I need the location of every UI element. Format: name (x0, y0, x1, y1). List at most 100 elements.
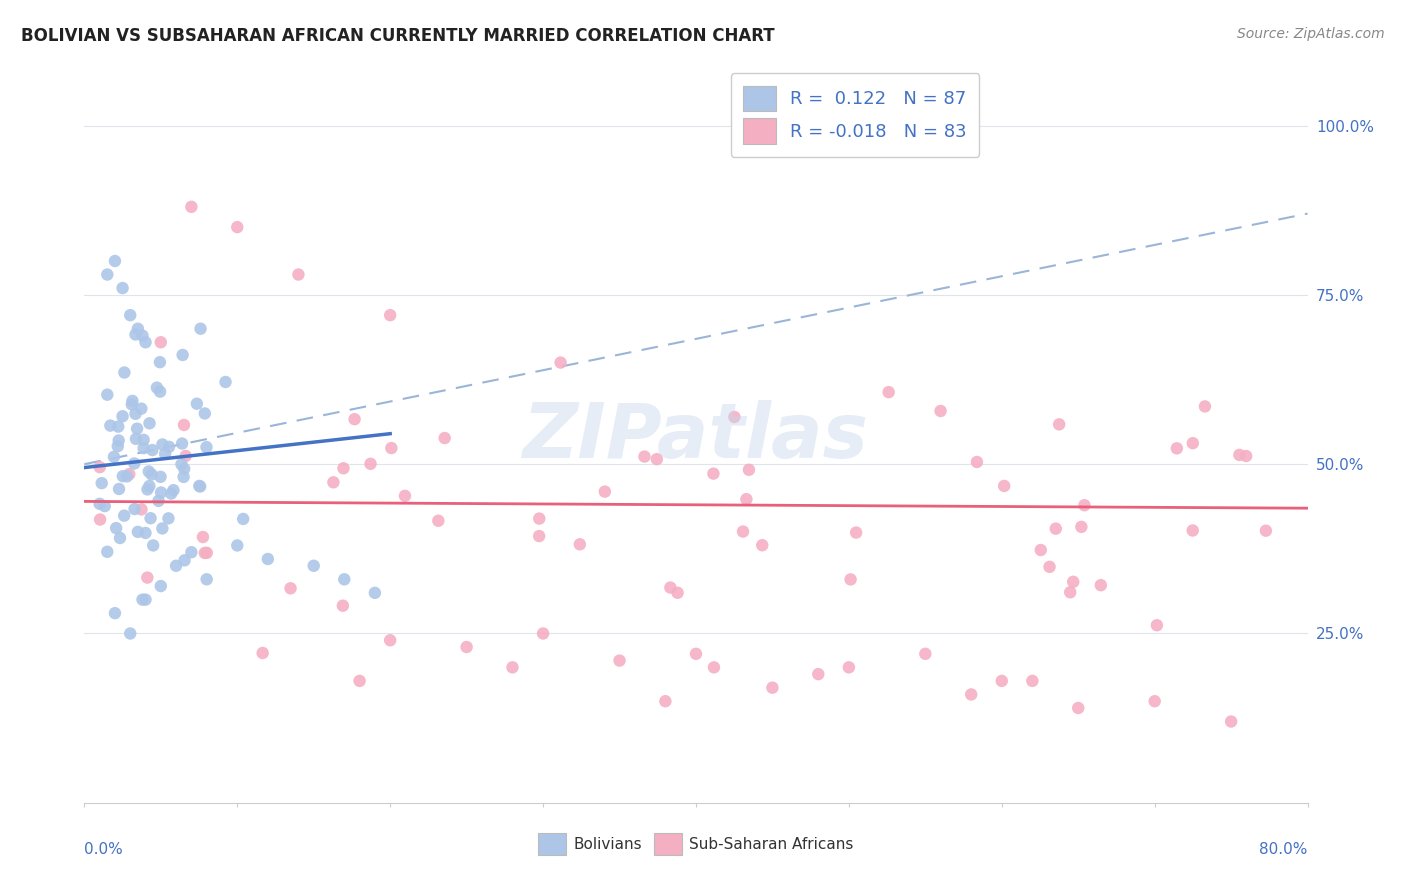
Point (131, 502, 153, 516)
Point (645, 452, 668, 467)
Point (124, 327, 146, 342)
Point (723, 409, 745, 424)
Point (633, 450, 655, 464)
Point (89, 497, 111, 511)
Point (108, 482, 131, 496)
Point (807, 667, 830, 681)
Point (108, 531, 131, 545)
Point (111, 281, 134, 295)
Point (666, 586, 689, 600)
Point (138, 465, 160, 479)
Point (121, 393, 143, 408)
Point (180, 200, 202, 214)
Point (138, 417, 160, 431)
Point (993, 479, 1015, 493)
Point (761, 681, 783, 695)
Point (103, 450, 125, 464)
Point (149, 579, 172, 593)
Point (609, 654, 631, 668)
Point (125, 432, 148, 446)
Point (157, 440, 180, 454)
Point (1143, 694, 1166, 708)
Point (165, 558, 187, 573)
Point (127, 322, 149, 336)
Point (839, 573, 862, 587)
Point (96, 545, 118, 559)
Text: ZIPatlas: ZIPatlas (523, 401, 869, 474)
Point (150, 521, 173, 535)
Point (550, 355, 572, 369)
Point (132, 441, 155, 455)
Point (146, 381, 169, 395)
Point (1220, 714, 1243, 729)
Point (94, 499, 117, 513)
Point (148, 493, 170, 508)
Point (360, 457, 382, 471)
Point (118, 467, 141, 482)
Point (149, 384, 172, 399)
Point (226, 220, 249, 235)
Point (1181, 524, 1204, 538)
Point (929, 404, 952, 418)
Point (112, 508, 135, 523)
Point (150, 485, 173, 500)
Text: 0.0%: 0.0% (84, 842, 124, 857)
Point (1059, 585, 1081, 599)
Point (138, 479, 160, 493)
Point (111, 469, 134, 483)
Point (139, 511, 162, 525)
Point (751, 538, 773, 552)
Point (107, 439, 129, 453)
Point (380, 441, 402, 455)
Point (195, 440, 218, 454)
Point (172, 348, 194, 362)
Point (568, 537, 591, 551)
Point (153, 447, 176, 461)
Point (124, 407, 146, 421)
Point (1166, 442, 1188, 456)
Point (96, 387, 118, 401)
Point (141, 443, 163, 458)
Point (107, 419, 129, 434)
Point (174, 449, 197, 463)
Point (112, 366, 135, 380)
Point (991, 673, 1014, 688)
Point (131, 401, 153, 416)
Point (188, 479, 211, 493)
Point (654, 694, 676, 708)
Point (105, 521, 128, 535)
Point (966, 455, 988, 469)
Point (659, 581, 682, 595)
Point (214, 375, 236, 389)
Point (149, 470, 172, 484)
Text: Source: ZipAtlas.com: Source: ZipAtlas.com (1237, 27, 1385, 41)
Point (125, 422, 148, 436)
Point (1073, 498, 1095, 512)
Point (226, 538, 249, 552)
Point (1062, 574, 1084, 589)
Point (190, 322, 212, 336)
Point (120, 308, 142, 322)
Point (1047, 417, 1070, 432)
Point (1070, 520, 1092, 534)
Point (135, 592, 157, 607)
Point (1181, 436, 1204, 450)
Point (1229, 448, 1251, 462)
Point (111, 409, 134, 424)
Point (280, 582, 302, 596)
Point (502, 660, 524, 674)
Point (527, 529, 550, 543)
Point (287, 268, 309, 282)
Point (89, 512, 111, 526)
Point (124, 457, 146, 471)
Point (131, 328, 153, 343)
Point (136, 571, 159, 585)
Point (90, 476, 112, 491)
Point (257, 552, 280, 566)
Point (738, 463, 761, 477)
Point (188, 479, 211, 493)
Point (173, 462, 195, 476)
Point (1021, 673, 1043, 688)
Point (349, 673, 371, 688)
Point (115, 469, 138, 483)
